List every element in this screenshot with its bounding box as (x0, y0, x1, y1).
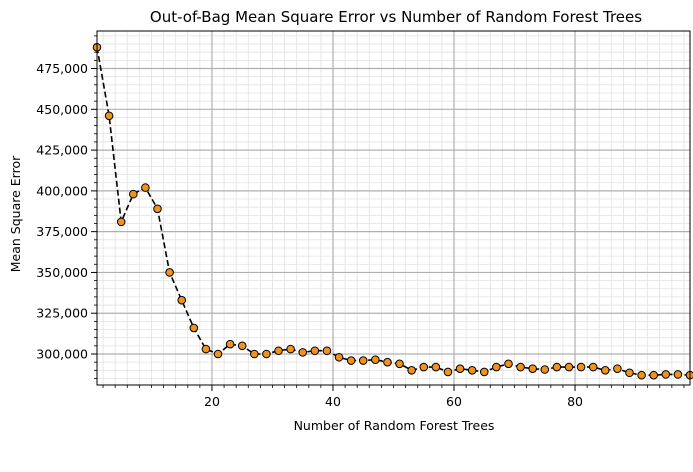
data-point (600, 366, 610, 375)
data-point (552, 362, 562, 372)
y-axis: 300,000 325,000 350,000 375,000 400,000 425,0… (36, 35, 97, 379)
series-layer (92, 43, 693, 380)
y-tick-label: 475,000 (36, 61, 88, 76)
data-point (407, 366, 416, 375)
y-tick-label: 325,000 (36, 306, 88, 321)
data-point (661, 370, 671, 379)
data-point (129, 189, 138, 199)
y-axis-label: Mean Square Error (8, 155, 23, 272)
data-point (213, 349, 223, 359)
data-point (286, 344, 295, 354)
y-tick-label: 350,000 (36, 265, 88, 280)
data-point (358, 356, 368, 365)
x-tick-label: 60 (446, 394, 462, 409)
data-point (516, 362, 525, 372)
data-point (177, 295, 187, 305)
data-point (395, 359, 404, 369)
minor-gridlines (97, 31, 690, 385)
data-point (504, 359, 513, 369)
data-point (479, 367, 489, 377)
data-point (419, 362, 429, 372)
x-tick-label: 20 (204, 394, 220, 409)
data-point (492, 362, 501, 372)
x-tick-label: 40 (325, 394, 341, 409)
x-axis: 20 40 60 80 (102, 385, 685, 409)
data-point (637, 370, 646, 380)
data-point (334, 352, 344, 362)
data-point (467, 366, 477, 375)
data-point (455, 364, 465, 373)
data-point (588, 362, 598, 372)
data-point (165, 268, 174, 277)
data-point (141, 183, 150, 192)
x-tick-label: 80 (567, 394, 583, 409)
data-point (201, 344, 211, 354)
data-point (237, 341, 247, 351)
data-point (371, 355, 380, 365)
data-point (116, 217, 126, 227)
x-axis-label: Number of Random Forest Trees (294, 418, 495, 433)
data-point (346, 356, 356, 365)
chart-title: Out-of-Bag Mean Square Error vs Number o… (150, 8, 642, 26)
y-tick-label: 425,000 (36, 143, 88, 158)
data-point (673, 370, 683, 379)
data-point (528, 364, 537, 373)
data-point (649, 370, 658, 380)
data-point (576, 362, 586, 372)
data-point (310, 346, 320, 356)
data-point (189, 323, 199, 333)
data-point (564, 362, 574, 372)
data-point (104, 111, 114, 121)
data-point (625, 368, 634, 378)
y-tick-label: 375,000 (36, 224, 88, 239)
data-point (225, 339, 235, 349)
data-point (322, 346, 332, 356)
data-point (153, 204, 162, 214)
y-tick-label: 450,000 (36, 102, 88, 117)
data-point (298, 348, 308, 357)
data-point (443, 367, 453, 377)
data-point (431, 362, 441, 372)
data-point (274, 346, 283, 356)
y-tick-label: 400,000 (36, 183, 88, 198)
y-tick-label: 300,000 (36, 347, 88, 362)
data-point (383, 357, 392, 367)
data-point (250, 349, 259, 359)
major-gridlines (97, 31, 690, 385)
data-point (262, 349, 271, 359)
data-point (613, 364, 622, 373)
data-point (540, 365, 550, 374)
